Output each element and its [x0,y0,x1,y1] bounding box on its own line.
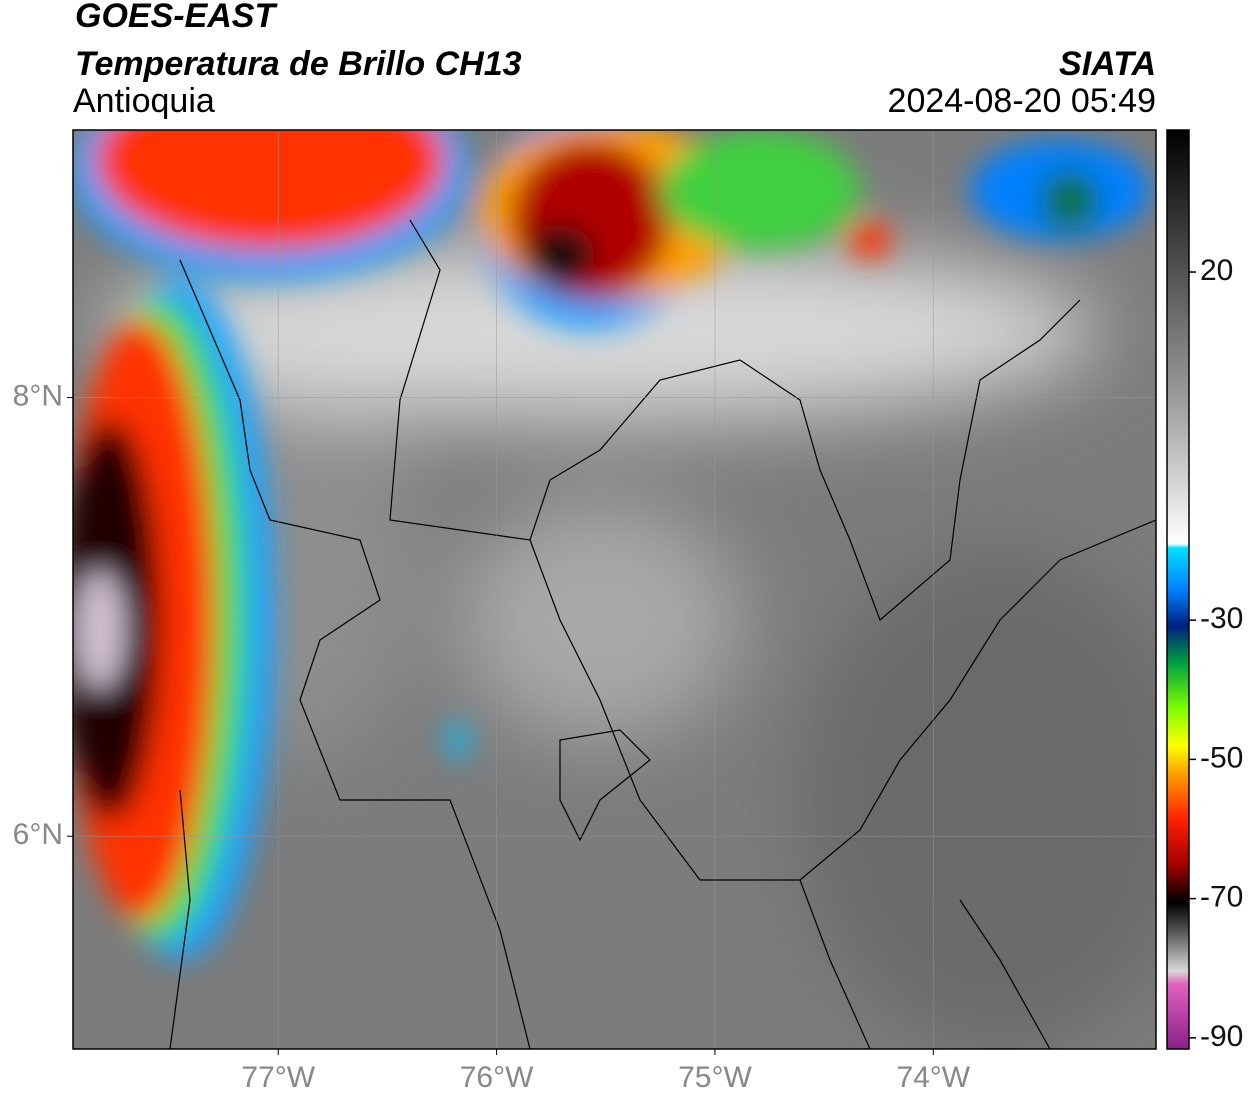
datetime: 2024-08-20 05:49 [888,82,1156,120]
map-frame [72,129,1157,1050]
colorbar-tick-label: -50 [1200,741,1243,774]
source: SIATA [1059,45,1156,83]
colorbar-tick-label: -30 [1200,602,1243,635]
colorbar-tick-label: -90 [1200,1020,1243,1053]
y-tick-label: 6°N [13,818,63,851]
x-tick-label: 76°W [460,1061,534,1094]
product: Temperatura de Brillo CH13 [75,45,522,83]
colorbar-tick-label: -70 [1200,881,1243,914]
y-tick-label: 8°N [13,380,63,413]
region: Antioquia [73,82,215,120]
x-tick-label: 77°W [241,1061,315,1094]
colorbar-tick-label: 20 [1200,254,1233,287]
x-tick-label: 74°W [896,1061,970,1094]
satellite: GOES-EAST [75,0,278,35]
satellite-image [73,130,1156,1049]
grid [73,130,1156,1049]
colorbar [1166,129,1190,1050]
x-tick-label: 75°W [678,1061,752,1094]
